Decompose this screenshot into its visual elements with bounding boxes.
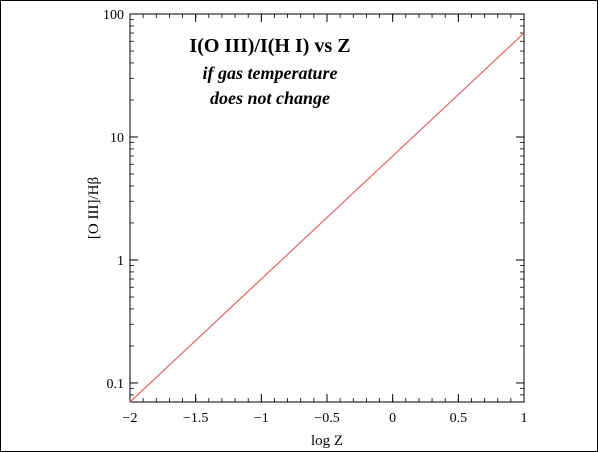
chart-subtitle-line-2: does not change <box>210 88 330 108</box>
x-tick-label: −2 <box>123 411 138 426</box>
x-tick-label: 0 <box>389 411 396 426</box>
x-tick-label: −0.5 <box>314 411 339 426</box>
series-line-0 <box>129 32 525 403</box>
x-tick-label: 0.5 <box>450 411 468 426</box>
x-axis-label: log Z <box>311 433 343 449</box>
ticks <box>129 13 525 403</box>
y-tick-label: 1 <box>117 254 124 269</box>
tick-labels: −2 −1.5 −1 −0.5 0 0.5 1 0.1 1 10 100 <box>103 8 528 426</box>
chart-subtitle-line-1: if gas temperature <box>203 63 338 83</box>
x-tick-label: −1.5 <box>183 411 208 426</box>
y-tick-label: 10 <box>110 131 124 146</box>
x-tick-label: 1 <box>521 411 528 426</box>
x-tick-label: −1 <box>254 411 269 426</box>
y-axis-label: [O III]/Hβ <box>86 177 102 239</box>
y-tick-label: 0.1 <box>107 377 125 392</box>
series-layer <box>129 32 525 403</box>
y-tick-label: 100 <box>103 8 124 23</box>
chart-title: I(O III)/I(H I) vs Z <box>189 35 350 57</box>
